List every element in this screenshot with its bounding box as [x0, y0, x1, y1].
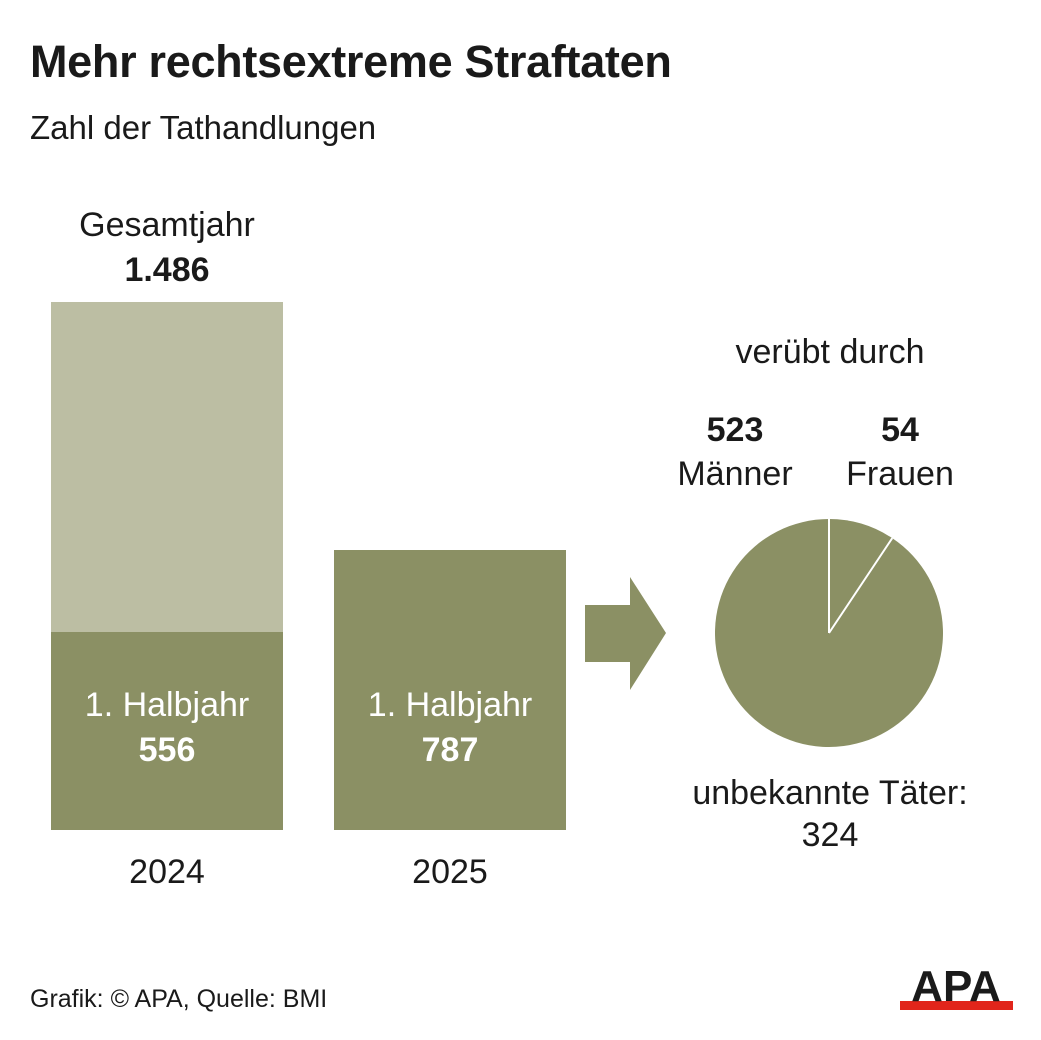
half-2025-label: 1. Halbjahr — [367, 686, 533, 724]
apa-logo: APA — [900, 962, 1013, 1017]
pie-slice-frauen — [829, 519, 893, 633]
unknown-label: unbekannte Täter: — [692, 774, 968, 812]
unknown-value: 324 — [801, 816, 859, 854]
frauen-value: 54 — [881, 411, 919, 449]
full-year-value: 1.486 — [124, 251, 210, 289]
frauen-label: Frauen — [846, 455, 954, 493]
full-year-label: Gesamtjahr — [79, 206, 255, 244]
pie-chart — [715, 519, 944, 747]
chart-title: Mehr rechtsextreme Straftaten — [30, 36, 672, 87]
source-footer: Grafik: © APA, Quelle: BMI — [30, 985, 328, 1013]
half-2024-value: 556 — [138, 731, 196, 769]
bar-2025-first-half — [334, 550, 566, 830]
maenner-value: 523 — [706, 411, 764, 449]
arrow-right-icon — [585, 577, 666, 690]
pie-divider-2 — [828, 537, 894, 634]
maenner-label: Männer — [677, 455, 793, 493]
chart-subtitle: Zahl der Tathandlungen — [30, 109, 377, 146]
half-2024-label: 1. Halbjahr — [84, 686, 250, 724]
bar-2024-first-half — [51, 632, 283, 830]
pie-heading: verübt durch — [735, 333, 925, 371]
year-2025-label: 2025 — [412, 853, 488, 891]
apa-logo-text: APA — [911, 962, 1001, 1011]
year-2024-label: 2024 — [129, 853, 205, 891]
half-2025-value: 787 — [421, 731, 479, 769]
